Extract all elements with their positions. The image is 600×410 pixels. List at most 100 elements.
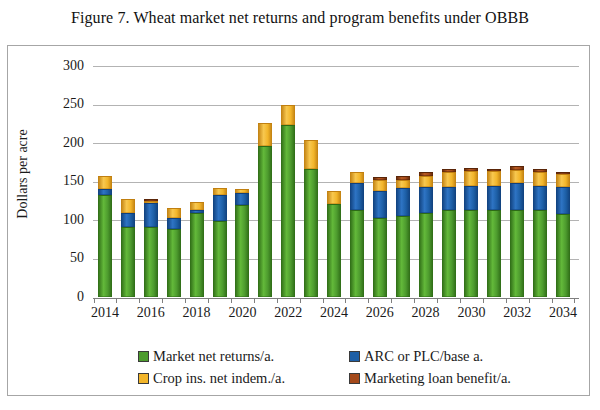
- bar-2017: [167, 208, 181, 298]
- x-tick-mark: [414, 299, 415, 303]
- x-tick-label-2028: 2028: [403, 305, 449, 321]
- chart-plot-area: Dollars per acre 05010015020025030020142…: [7, 45, 590, 396]
- segment-2030: [464, 186, 478, 210]
- segment-2016: [144, 203, 158, 226]
- x-tick-mark: [460, 299, 461, 303]
- x-tick-mark: [552, 299, 553, 303]
- segment-2032: [510, 183, 524, 210]
- x-tick-label-2034: 2034: [540, 305, 586, 321]
- x-tick-label-2020: 2020: [219, 305, 265, 321]
- segment-2023: [304, 140, 318, 169]
- bar-2022: [281, 105, 295, 298]
- bar-2032: [510, 166, 524, 297]
- x-tick-mark: [300, 299, 301, 303]
- y-tick-label-0: 0: [44, 289, 84, 305]
- segment-2025: [350, 183, 364, 211]
- x-tick-mark: [277, 299, 278, 303]
- x-tick-label-2022: 2022: [265, 305, 311, 321]
- bar-2020: [235, 189, 249, 298]
- segment-2029: [442, 172, 456, 187]
- x-tick-mark: [574, 299, 575, 303]
- gridline-300: [93, 66, 579, 67]
- legend-swatch-icon: [349, 351, 360, 362]
- segment-2032: [510, 210, 524, 297]
- segment-2033: [533, 210, 547, 297]
- segment-2034: [556, 174, 570, 187]
- x-tick-mark: [185, 299, 186, 303]
- x-tick-mark: [208, 299, 209, 303]
- gridline-250: [93, 105, 579, 106]
- legend-label: Crop ins. net indem./a.: [153, 370, 285, 387]
- segment-2019: [213, 195, 227, 221]
- segment-2018: [190, 213, 204, 298]
- segment-2021: [258, 146, 272, 297]
- y-tick-label-50: 50: [44, 250, 84, 266]
- segment-2016: [144, 227, 158, 298]
- x-tick-mark: [391, 299, 392, 303]
- legend-label: Marketing loan benefit/a.: [364, 370, 511, 387]
- x-tick-label-2032: 2032: [494, 305, 540, 321]
- x-tick-label-2018: 2018: [174, 305, 220, 321]
- x-tick-mark: [483, 299, 484, 303]
- x-tick-mark: [345, 299, 346, 303]
- segment-2029: [442, 187, 456, 209]
- segment-2031: [487, 171, 501, 186]
- segment-2033: [533, 186, 547, 211]
- segment-2015: [121, 213, 135, 228]
- bar-2030: [464, 168, 478, 298]
- segment-2032: [510, 170, 524, 183]
- segment-2028: [419, 213, 433, 298]
- legend-swatch-icon: [138, 373, 149, 384]
- bar-2015: [121, 199, 135, 298]
- segment-2031: [487, 210, 501, 298]
- segment-2014: [98, 176, 112, 190]
- segment-2027: [396, 188, 410, 217]
- bar-2026: [373, 177, 387, 297]
- bar-2024: [327, 191, 341, 297]
- segment-2022: [281, 105, 295, 126]
- segment-2015: [121, 227, 135, 297]
- y-axis-title: Dollars per acre: [15, 94, 33, 254]
- segment-2034: [556, 214, 570, 297]
- x-tick-label-2024: 2024: [311, 305, 357, 321]
- legend-swatch-icon: [349, 373, 360, 384]
- bar-2025: [350, 172, 364, 298]
- x-tick-mark: [529, 299, 530, 303]
- gridline-150: [93, 182, 579, 183]
- segment-2019: [213, 188, 227, 195]
- bar-2023: [304, 140, 318, 297]
- segment-2027: [396, 216, 410, 297]
- x-tick-mark: [94, 299, 95, 303]
- segment-2026: [373, 218, 387, 297]
- bar-2034: [556, 172, 570, 298]
- x-tick-mark: [437, 299, 438, 303]
- x-tick-mark: [506, 299, 507, 303]
- bar-2018: [190, 202, 204, 298]
- legend-item-4: Marketing loan benefit/a.: [349, 370, 511, 386]
- segment-2020: [235, 205, 249, 298]
- legend-swatch-icon: [138, 351, 149, 362]
- segment-2028: [419, 176, 433, 188]
- x-tick-mark: [162, 299, 163, 303]
- x-tick-label-2014: 2014: [82, 305, 128, 321]
- segment-2030: [464, 171, 478, 186]
- segment-2028: [419, 187, 433, 212]
- segment-2034: [556, 187, 570, 214]
- segment-2033: [533, 172, 547, 186]
- legend-item-2: ARC or PLC/base a.: [349, 348, 483, 364]
- bar-2033: [533, 169, 547, 297]
- bar-2031: [487, 169, 501, 298]
- segment-2014: [98, 195, 112, 298]
- segment-2018: [190, 202, 204, 210]
- legend-item-3: Crop ins. net indem./a.: [138, 370, 285, 386]
- bar-2027: [396, 176, 410, 297]
- segment-2026: [373, 180, 387, 191]
- bar-2021: [258, 123, 272, 297]
- segment-2031: [487, 186, 501, 210]
- segment-2029: [442, 210, 456, 298]
- bar-2028: [419, 172, 433, 298]
- x-tick-mark: [116, 299, 117, 303]
- segment-2019: [213, 221, 227, 297]
- x-tick-label-2030: 2030: [448, 305, 494, 321]
- figure-title: Figure 7. Wheat market net returns and p…: [0, 9, 600, 27]
